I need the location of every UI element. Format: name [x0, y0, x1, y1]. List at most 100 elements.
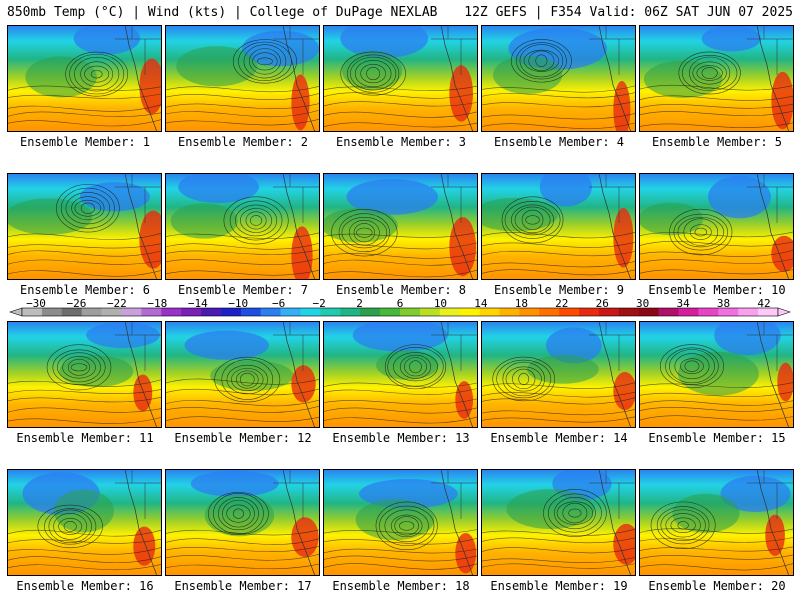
member-label-20: Ensemble Member: 20 — [648, 579, 786, 593]
colorbar-swatch — [300, 308, 321, 316]
member-label-19: Ensemble Member: 19 — [490, 579, 628, 593]
member-label-1: Ensemble Member: 1 — [19, 135, 151, 149]
colorbar-swatch — [738, 308, 759, 316]
member-label-9: Ensemble Member: 9 — [493, 283, 625, 297]
colorbar-tick: 14 — [474, 297, 488, 310]
member-label-16: Ensemble Member: 16 — [16, 579, 154, 593]
member-map-6 — [7, 173, 162, 280]
member-map-13 — [323, 321, 478, 428]
colorbar-tick: 34 — [676, 297, 690, 310]
colorbar-tick: −6 — [272, 297, 286, 310]
member-label-4: Ensemble Member: 4 — [493, 135, 625, 149]
colorbar-swatch — [698, 308, 719, 316]
header-run-info: 12Z GEFS | F354 Valid: 06Z SAT JUN 07 20… — [464, 5, 793, 20]
member-map-7 — [165, 173, 320, 280]
member-map-2 — [165, 25, 320, 132]
colorbar-swatch — [678, 308, 699, 316]
colorbar-tick-labels: −30 −26 −22 −18 −14 −10 −6 −2 2 6 10 14 18 22 26 30 34 38… — [0, 297, 800, 310]
colorbar-swatch — [121, 308, 142, 316]
member-label-2: Ensemble Member: 2 — [177, 135, 309, 149]
colorbar-tick: 6 — [396, 297, 404, 310]
member-map-4 — [481, 25, 636, 132]
colorbar-swatch — [101, 308, 122, 316]
header-title: 850mb Temp (°C) | Wind (kts) | College o… — [7, 5, 438, 20]
temperature-colorbar — [9, 307, 791, 317]
member-map-1 — [7, 25, 162, 132]
colorbar-swatch — [240, 308, 262, 316]
colorbar-swatch — [81, 308, 102, 316]
colorbar-tick: 30 — [636, 297, 650, 310]
colorbar-swatch — [280, 308, 301, 316]
colorbar-swatch — [61, 308, 82, 316]
colorbar-tick: 42 — [757, 297, 771, 310]
member-map-18 — [323, 469, 478, 576]
colorbar-swatch — [598, 308, 620, 316]
colorbar-tick: −18 — [147, 297, 168, 310]
member-map-11 — [7, 321, 162, 428]
member-label-10: Ensemble Member: 10 — [648, 283, 786, 297]
member-map-5 — [639, 25, 794, 132]
colorbar-swatch — [419, 308, 441, 316]
colorbar-swatch — [718, 308, 739, 316]
member-map-9 — [481, 173, 636, 280]
colorbar-tick: 18 — [514, 297, 528, 310]
member-label-8: Ensemble Member: 8 — [335, 283, 467, 297]
member-map-12 — [165, 321, 320, 428]
colorbar-swatch — [758, 308, 779, 316]
member-label-5: Ensemble Member: 5 — [651, 135, 783, 149]
colorbar-tick: −14 — [187, 297, 208, 310]
colorbar-tick: −2 — [312, 297, 326, 310]
member-map-10 — [639, 173, 794, 280]
member-map-19 — [481, 469, 636, 576]
member-map-15 — [639, 321, 794, 428]
member-map-16 — [7, 469, 162, 576]
member-map-8 — [323, 173, 478, 280]
colorbar-swatch — [360, 308, 381, 316]
member-map-17 — [165, 469, 320, 576]
member-label-17: Ensemble Member: 17 — [174, 579, 312, 593]
colorbar-swatch — [141, 308, 162, 316]
member-label-3: Ensemble Member: 3 — [335, 135, 467, 149]
colorbar-swatch — [22, 308, 43, 316]
colorbar-swatch — [519, 308, 540, 316]
member-map-14 — [481, 321, 636, 428]
colorbar-tick: −26 — [66, 297, 87, 310]
member-label-18: Ensemble Member: 18 — [332, 579, 470, 593]
member-label-12: Ensemble Member: 12 — [174, 431, 312, 445]
member-label-6: Ensemble Member: 6 — [19, 283, 151, 297]
colorbar-tick: −30 — [26, 297, 46, 310]
colorbar-swatch — [340, 308, 361, 316]
colorbar-swatch — [439, 308, 460, 316]
colorbar-tick: −10 — [228, 297, 249, 310]
member-label-15: Ensemble Member: 15 — [648, 431, 786, 445]
colorbar-tick: 2 — [356, 297, 363, 310]
member-label-11: Ensemble Member: 11 — [16, 431, 154, 445]
colorbar-swatch — [161, 308, 182, 316]
colorbar-swatch — [181, 308, 202, 316]
colorbar-tick: 22 — [555, 297, 569, 310]
member-label-13: Ensemble Member: 13 — [332, 431, 470, 445]
colorbar-swatch — [539, 308, 560, 316]
colorbar-swatch — [499, 308, 520, 316]
colorbar-swatch — [41, 308, 63, 316]
colorbar-swatch — [400, 308, 421, 316]
colorbar-swatch — [201, 308, 222, 316]
colorbar-tick: 26 — [595, 297, 609, 310]
colorbar-swatch — [320, 308, 341, 316]
colorbar-swatch — [479, 308, 500, 316]
colorbar-swatch — [658, 308, 679, 316]
colorbar-swatch — [220, 308, 242, 316]
colorbar-tick: −22 — [106, 297, 127, 310]
member-label-14: Ensemble Member: 14 — [490, 431, 628, 445]
colorbar-swatch — [579, 308, 600, 316]
member-map-20 — [639, 469, 794, 576]
colorbar-swatch — [260, 308, 281, 316]
colorbar-swatch — [459, 308, 480, 316]
colorbar-tick: 10 — [433, 297, 448, 310]
colorbar-left-arrow — [9, 307, 23, 317]
colorbar-right-arrow — [777, 307, 791, 317]
colorbar-tick: 38 — [716, 297, 731, 310]
colorbar-swatch — [618, 308, 640, 316]
colorbar-swatch — [559, 308, 580, 316]
colorbar-swatch — [638, 308, 659, 316]
